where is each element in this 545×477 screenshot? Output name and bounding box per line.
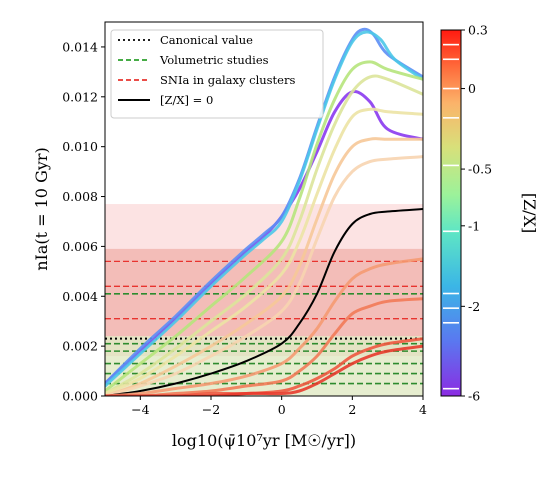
x-tick-label: 0 — [278, 402, 286, 417]
series-line-7 — [105, 155, 423, 396]
legend-box — [110, 29, 324, 119]
colorbar-tick-label: -2 — [468, 299, 480, 314]
y-axis-ticks: 0.000 0.002 0.004 0.006 0.008 0.010 0.012 0.014 — [62, 39, 105, 404]
x-tick-label: −4 — [131, 402, 149, 417]
legend-label: SNIa in galaxy clusters — [160, 73, 295, 87]
legend-label: [Z/X] = 0 — [160, 93, 213, 107]
legend-label: Canonical value — [160, 33, 253, 47]
y-tick-label: 0.014 — [62, 39, 98, 54]
series-line-12 — [105, 344, 423, 396]
colorbar-tick-label: -1 — [468, 218, 480, 233]
colorbar-label: [Z/X] — [520, 193, 539, 233]
y-tick-label: 0.008 — [62, 189, 98, 204]
series-line-2 — [105, 30, 423, 388]
series-line-5 — [105, 107, 423, 395]
y-tick-label: 0.010 — [62, 139, 98, 154]
y-tick-label: 0.012 — [62, 89, 98, 104]
x-tick-label: 2 — [348, 402, 356, 417]
y-tick-label: 0.000 — [62, 389, 98, 404]
series-line-3 — [105, 60, 423, 393]
series-line-4 — [105, 74, 423, 395]
y-axis-label: nIa(t = 10 Gyr) — [32, 147, 51, 271]
y-tick-label: 0.002 — [62, 339, 98, 354]
series-line-9 — [105, 257, 423, 396]
series-line-6 — [105, 137, 423, 396]
colorbar: 0.3 0 -0.5 -1 -2 -6 [Z/X] — [440, 23, 539, 404]
colorbar-tick-label: -6 — [468, 389, 480, 404]
series-line-10 — [105, 297, 423, 396]
y-tick-label: 0.006 — [62, 239, 98, 254]
series-line-11 — [105, 337, 423, 396]
x-tick-label: 4 — [419, 402, 427, 417]
colorbar-tick-label: 0.3 — [468, 23, 488, 38]
x-axis-ticks: −4 −2 0 2 4 — [131, 396, 427, 417]
x-axis-label: log10(ψ̄10⁷yr [M☉/yr]) — [172, 431, 356, 450]
series-lines — [105, 27, 423, 396]
legend-label: Volumetric studies — [159, 53, 269, 67]
colorbar-frame — [440, 29, 462, 397]
y-tick-label: 0.004 — [62, 289, 98, 304]
colorbar-gradient — [441, 30, 461, 396]
colorbar-tick-label: 0 — [468, 81, 476, 96]
series-line-reference — [105, 208, 423, 396]
band-volumetric — [105, 336, 423, 396]
reference-lines — [105, 260, 423, 385]
plot-frame — [104, 21, 424, 397]
x-tick-label: −2 — [202, 402, 220, 417]
legend: Canonical value Volumetric studies SNIa in… — [110, 29, 324, 119]
colorbar-tick-label: -0.5 — [468, 162, 492, 177]
